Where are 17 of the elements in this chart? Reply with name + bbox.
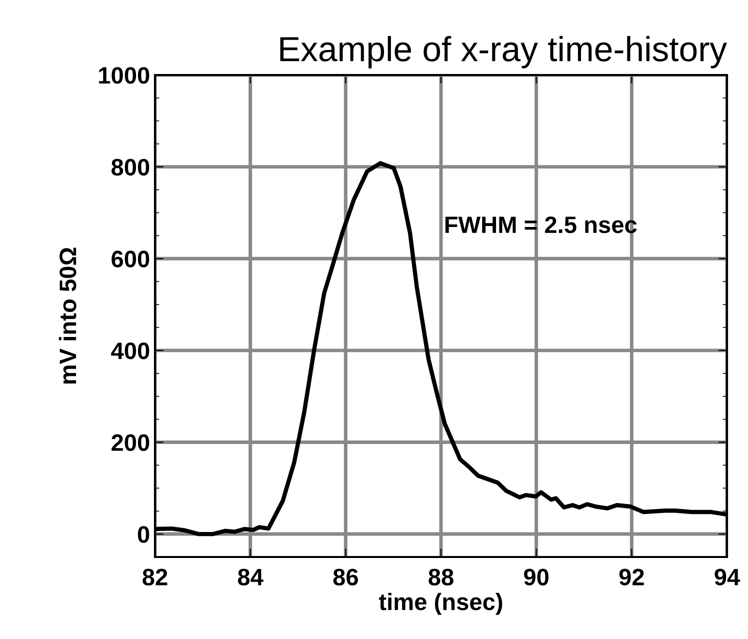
x-tick-label: 86 <box>333 568 358 586</box>
y-tick-label: 200 <box>112 434 150 452</box>
x-tick-label: 84 <box>238 568 264 586</box>
y-tick-label: 800 <box>112 158 150 176</box>
x-tick-label: 90 <box>524 568 548 586</box>
x-tick-label: 82 <box>142 568 168 586</box>
x-axis-title: time (nsec) <box>378 592 502 615</box>
y-axis-title: mV into 50Ω <box>58 248 76 384</box>
chart-title: Example of x-ray time-history <box>280 36 727 68</box>
y-tick-label: 0 <box>138 526 150 543</box>
y-tick-label: 600 <box>112 250 150 268</box>
annotation: FWHM = 2.5 nsec <box>445 216 637 234</box>
y-tick-label: 400 <box>111 342 150 360</box>
x-tick-label: 88 <box>428 568 454 586</box>
x-tick-label: 94 <box>714 568 740 586</box>
y-tick-label: 1000 <box>99 67 150 84</box>
x-tick-label: 92 <box>619 568 644 586</box>
